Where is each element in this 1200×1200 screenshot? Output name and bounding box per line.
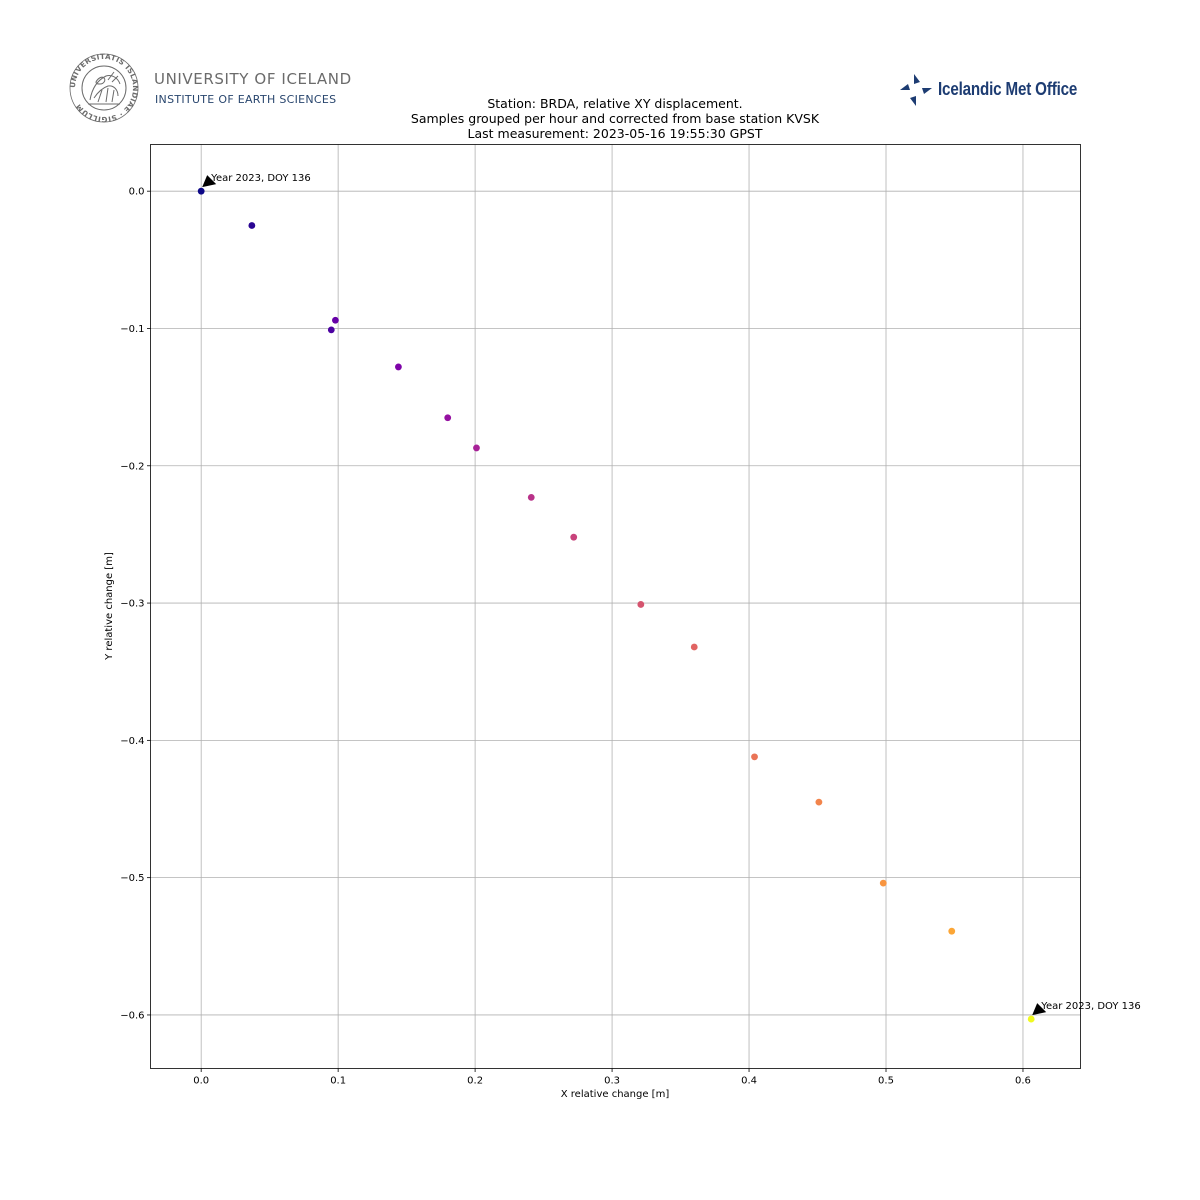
- data-point: [395, 363, 402, 371]
- x-tick-label: 0.3: [604, 1076, 620, 1087]
- data-point: [1027, 1015, 1035, 1023]
- data-point: [527, 493, 535, 501]
- icelandic-met-office-logo-icon: [900, 74, 932, 106]
- y-tick-label: −0.5: [120, 873, 144, 884]
- grid-lines: [150, 144, 1081, 1069]
- chart-title-line-2: Samples grouped per hour and corrected f…: [410, 111, 820, 126]
- chart-title: Station: BRDA, relative XY displacement.…: [150, 96, 1080, 141]
- chart-title-line-1: Station: BRDA, relative XY displacement.: [487, 96, 743, 111]
- x-tick-label: 0.5: [878, 1076, 894, 1087]
- data-point: [473, 444, 480, 452]
- annotation-arrow: [202, 175, 217, 188]
- data-point: [879, 879, 887, 887]
- x-tick-label: 0.4: [741, 1076, 757, 1087]
- x-tick-label: 0.6: [1015, 1076, 1031, 1087]
- plot-frame: [150, 144, 1081, 1069]
- university-seal-icon: UNIVERSITATIS ISLANDIAE · SIGILLUM: [68, 52, 140, 124]
- y-tick-label: −0.1: [120, 324, 144, 335]
- x-tick-label: 0.1: [330, 1076, 346, 1087]
- chart-title-line-3: Last measurement: 2023-05-16 19:55:30 GP…: [467, 126, 763, 141]
- y-axis-label: Y relative change [m]: [104, 552, 115, 661]
- x-axis-label: X relative change [m]: [561, 1089, 670, 1100]
- data-points: [197, 187, 1035, 1023]
- annotation-label: Year 2023, DOY 136: [210, 173, 311, 184]
- university-of-iceland-logo: UNIVERSITATIS ISLANDIAE · SIGILLUM UNIVE…: [68, 52, 368, 124]
- axis-ticks: 0.0 0.1 0.2 0.3 0.4 0.5 0.6 0.0 −0.1 −0.2 −0.3 −0.4…: [120, 187, 1031, 1087]
- data-point: [197, 187, 205, 195]
- annotations: Year 2023, DOY 136 Year 2023, DOY 136: [202, 173, 1141, 1016]
- y-tick-label: 0.0: [129, 187, 145, 198]
- icelandic-met-office-logo: Icelandic Met Office: [898, 70, 1088, 110]
- data-point: [637, 601, 645, 608]
- met-office-name: Icelandic Met Office: [938, 78, 1078, 99]
- data-point: [332, 316, 339, 324]
- data-point: [570, 533, 578, 541]
- data-point: [815, 798, 823, 806]
- data-point: [751, 753, 758, 761]
- institute-name: INSTITUTE OF EARTH SCIENCES: [155, 93, 337, 106]
- data-point: [690, 643, 698, 651]
- annotation-label: Year 2023, DOY 136: [1040, 1001, 1141, 1012]
- data-point: [248, 222, 256, 229]
- annotation-arrow: [1032, 1003, 1047, 1016]
- data-point: [327, 326, 335, 334]
- x-tick-label: 0.0: [193, 1076, 209, 1087]
- y-tick-label: −0.3: [120, 599, 144, 610]
- x-tick-label: 0.2: [467, 1076, 483, 1087]
- university-name: UNIVERSITY OF ICELAND: [154, 70, 352, 88]
- data-point: [444, 414, 452, 422]
- data-point: [948, 927, 956, 935]
- y-tick-label: −0.2: [120, 461, 144, 472]
- y-tick-label: −0.6: [120, 1010, 144, 1021]
- y-tick-label: −0.4: [120, 736, 144, 747]
